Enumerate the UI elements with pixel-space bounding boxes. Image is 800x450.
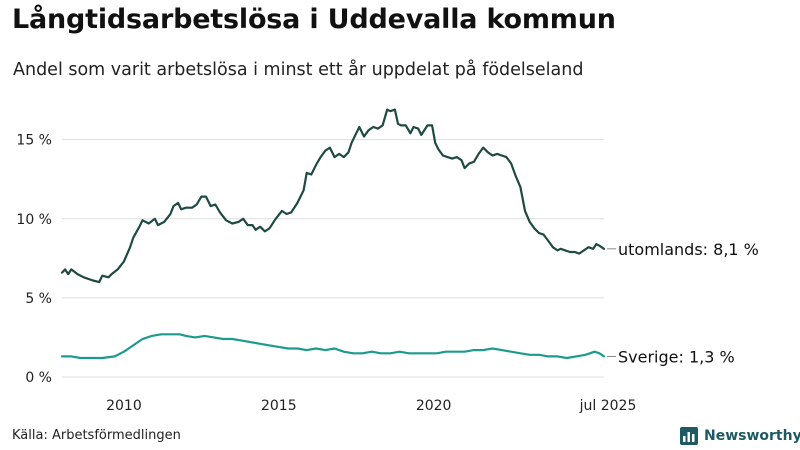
line-chart: 0 % 5 % 10 % 15 % 2010 2015 2020 jul 2025 utom… <box>16 108 759 414</box>
y-tick-label: 15 % <box>16 133 52 149</box>
y-tick-label: 5 % <box>25 291 52 307</box>
newsworthy-brand: Newsworthy <box>680 425 800 447</box>
source-note: Källa: Arbetsförmedlingen <box>12 428 181 443</box>
newsworthy-logo-icon <box>680 427 698 445</box>
brand-name: Newsworthy <box>704 428 800 444</box>
series-end-label: Sverige: 1,3 % <box>618 347 735 366</box>
series-line-utomlands <box>60 108 606 284</box>
series-line-sverige <box>60 333 606 360</box>
y-tick-label: 0 % <box>25 370 52 386</box>
chart-title: Långtidsarbetslösa i Uddevalla kommun <box>12 4 616 35</box>
chart-subtitle: Andel som varit arbetslösa i minst ett å… <box>13 60 584 80</box>
x-tick-label: jul 2025 <box>579 398 637 414</box>
x-tick-label: 2010 <box>106 398 142 414</box>
x-tick-label: 2020 <box>416 398 452 414</box>
y-tick-label: 10 % <box>16 212 52 228</box>
series-end-label: utomlands: 8,1 % <box>618 240 759 259</box>
x-tick-label: 2015 <box>261 398 297 414</box>
